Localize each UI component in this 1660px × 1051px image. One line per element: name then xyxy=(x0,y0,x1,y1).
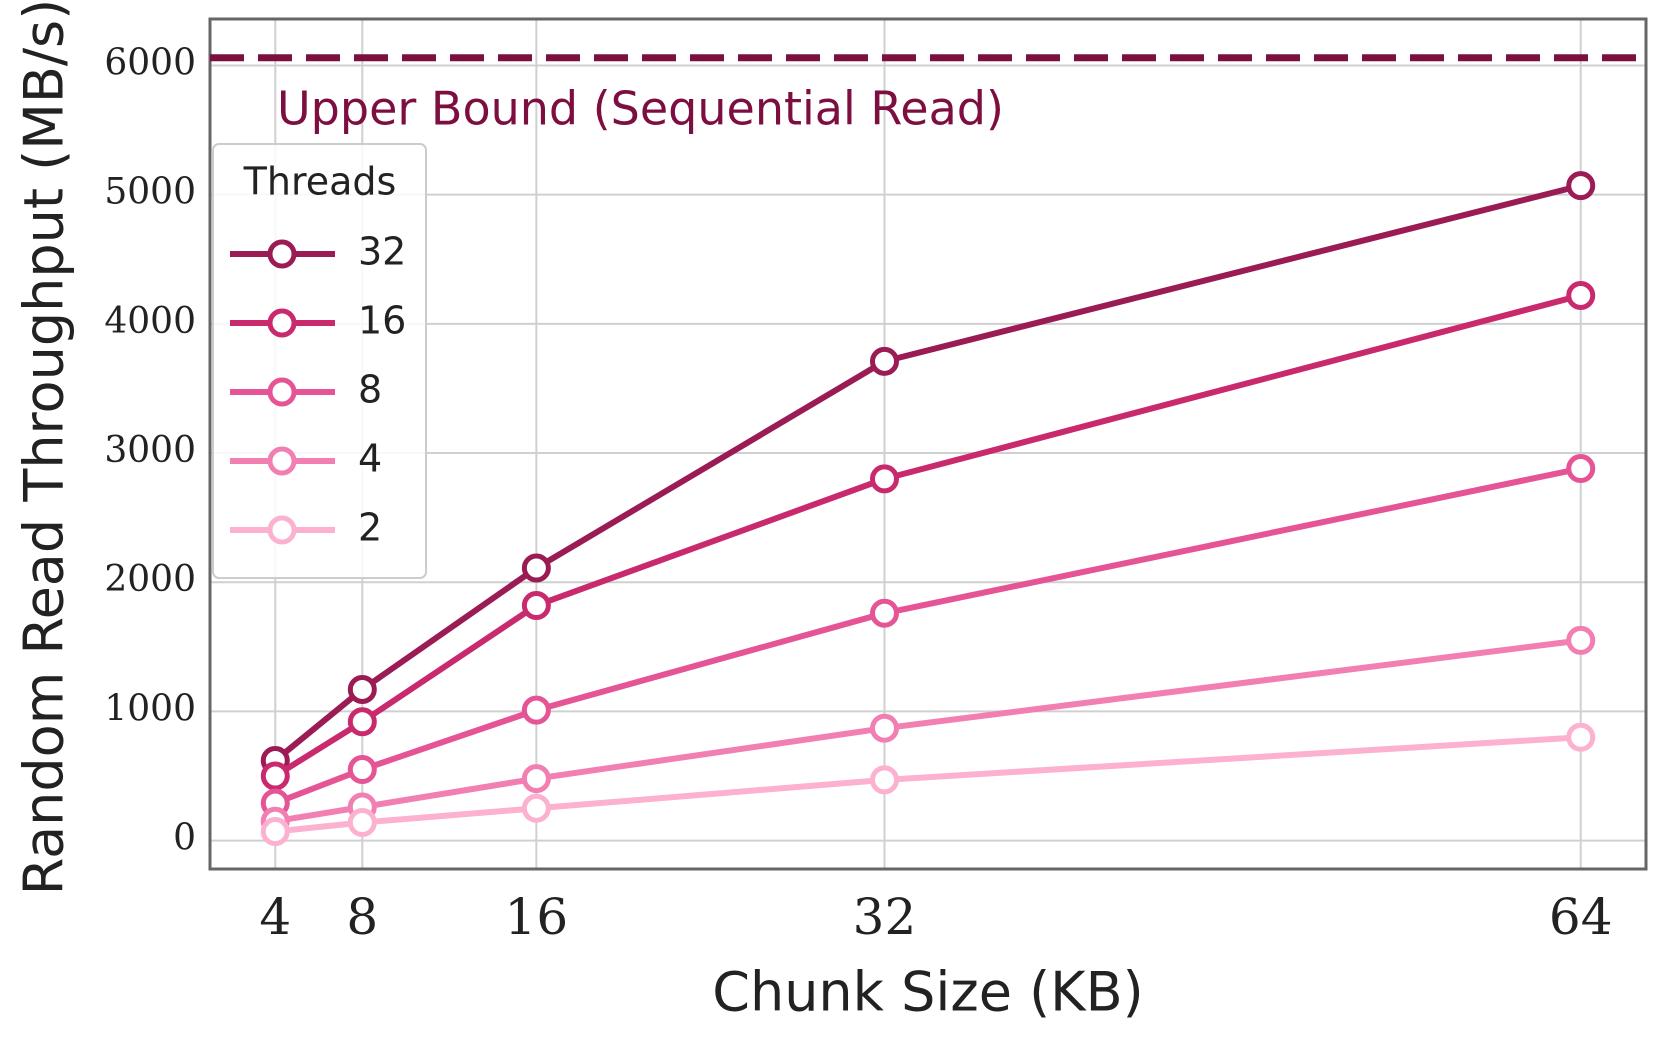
legend-label: 32 xyxy=(358,230,406,274)
y-tick-label: 4000 xyxy=(104,301,196,342)
data-point xyxy=(1566,171,1596,201)
data-point xyxy=(260,761,290,791)
data-point xyxy=(869,713,899,743)
data-point xyxy=(347,674,377,704)
series-line xyxy=(273,292,1582,779)
y-tick-label: 0 xyxy=(173,818,196,859)
legend-marker xyxy=(267,308,297,338)
series-line xyxy=(274,734,1581,835)
y-axis-label: Random Read Throughput (MB/s) xyxy=(13,0,76,895)
legend-box xyxy=(212,143,427,579)
x-tick-label: 64 xyxy=(1549,888,1613,946)
x-tick-label: 16 xyxy=(505,888,569,946)
data-point xyxy=(521,553,551,583)
x-axis-label: Chunk Size (KB) xyxy=(712,961,1143,1024)
data-point xyxy=(869,464,899,494)
legend-marker xyxy=(267,377,297,407)
x-tick-label: 4 xyxy=(259,888,291,946)
data-point xyxy=(347,707,377,737)
y-tick-label: 3000 xyxy=(104,430,196,471)
y-tick-label: 2000 xyxy=(104,559,196,600)
data-point xyxy=(1566,454,1596,484)
data-point xyxy=(521,695,551,725)
legend-title: Threads xyxy=(243,160,397,204)
data-point xyxy=(347,807,377,837)
legend-marker xyxy=(267,515,297,545)
series-line xyxy=(274,465,1582,806)
legend-label: 2 xyxy=(358,506,382,550)
y-tick-label: 6000 xyxy=(104,43,196,84)
data-point xyxy=(1566,280,1596,310)
y-tick-label: 1000 xyxy=(104,688,196,729)
y-tick-label: 5000 xyxy=(104,172,196,213)
x-tick-label: 32 xyxy=(853,888,917,946)
legend: Threads 32 16 8 4 2 xyxy=(212,143,427,579)
data-point xyxy=(869,598,899,628)
legend-label: 8 xyxy=(358,368,382,412)
data-point xyxy=(1566,722,1596,752)
data-point xyxy=(347,755,377,785)
legend-label: 4 xyxy=(358,437,382,481)
data-point xyxy=(521,793,551,823)
data-point xyxy=(1566,625,1596,655)
data-point xyxy=(521,764,551,794)
grid xyxy=(210,19,1646,869)
data-point xyxy=(260,817,290,847)
data-point xyxy=(869,346,899,376)
plot-frame xyxy=(208,17,1648,871)
annotation: Upper Bound (Sequential Read) xyxy=(277,82,1004,136)
series-line xyxy=(273,182,1582,763)
data-point xyxy=(869,765,899,795)
legend-marker xyxy=(267,446,297,476)
data-point xyxy=(521,590,551,620)
legend-label: 16 xyxy=(358,299,406,343)
x-tick-label: 8 xyxy=(346,888,378,946)
legend-marker xyxy=(267,239,297,269)
